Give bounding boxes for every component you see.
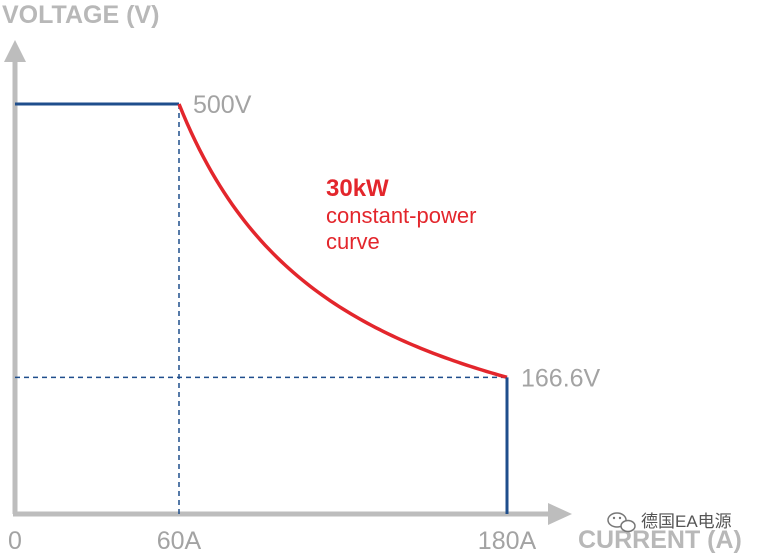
y-axis-title: VOLTAGE (V): [2, 1, 159, 29]
annotation-constant-power: constant-power: [326, 203, 476, 228]
value-label-166v: 166.6V: [521, 364, 601, 392]
constant-power-curve: [177, 103, 508, 380]
annotation-curve: curve: [326, 229, 380, 254]
watermark: 德国EA电源: [607, 512, 732, 533]
annotation-power: 30kW: [326, 175, 389, 202]
watermark-text: 德国EA电源: [641, 512, 732, 531]
wechat-icon: [607, 512, 636, 533]
x-axis-arrow: [548, 503, 572, 525]
x-tick-label-60a: 60A: [157, 527, 202, 554]
x-axis-title: CURRENT (A): [578, 526, 742, 554]
x-tick-label-180a: 180A: [478, 527, 537, 554]
value-label-500v: 500V: [193, 91, 252, 119]
y-axis-arrow: [4, 40, 26, 62]
x-tick-label-0: 0: [8, 527, 22, 554]
